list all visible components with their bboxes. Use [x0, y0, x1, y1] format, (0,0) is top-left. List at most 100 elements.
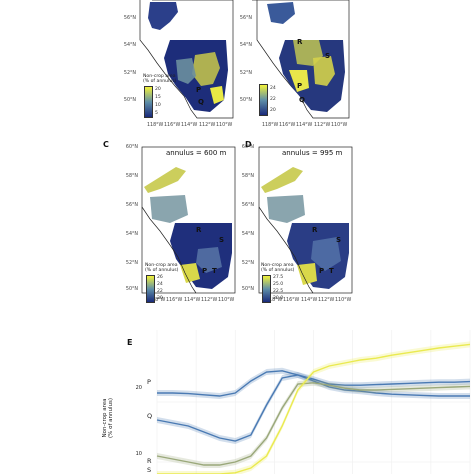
map-c — [141, 146, 236, 294]
lon-tick: 110°W — [218, 298, 235, 303]
site-label: R — [312, 226, 318, 234]
colorbar-tick: 24 — [270, 86, 276, 91]
series-line-R — [156, 382, 471, 466]
lon-tick: 116°W — [166, 298, 183, 303]
line-chart — [156, 330, 471, 474]
series-line-Q — [156, 374, 471, 442]
legend: Non-crop area (% of annulus) — [145, 263, 185, 273]
series-label: Q — [147, 412, 153, 420]
site-label: P — [202, 267, 208, 275]
lat-tick: 56°N — [123, 16, 136, 21]
series-line-P — [157, 370, 470, 397]
series-ribbon-Q — [157, 372, 470, 444]
lat-tick: 52°N — [125, 261, 138, 266]
colorbar-tick: 27.5 — [273, 275, 284, 280]
legend-title: Non-crop area (% of annulus) — [261, 263, 295, 274]
series-line-S — [157, 343, 471, 474]
lon-tick: 114°W — [296, 123, 313, 128]
colorbar — [259, 84, 268, 116]
colorbar-tick: 25.0 — [273, 282, 284, 287]
lon-tick: 112°W — [318, 298, 335, 303]
lat-tick: 52°N — [123, 71, 136, 76]
lat-tick: 58°N — [125, 174, 138, 179]
lon-tick: 118°W — [262, 123, 279, 128]
map-d — [258, 146, 353, 294]
lon-tick: 112°W — [314, 123, 331, 128]
lon-tick: 114°W — [184, 298, 201, 303]
annulus-label: annulus = 995 m — [280, 149, 345, 157]
lat-tick: 56°N — [239, 16, 252, 21]
lat-tick: 58°N — [241, 174, 254, 179]
panel-b: 56°N 54°N 52°N 50°N 118°W 116°W 114°W 11… — [237, 0, 474, 135]
series-label: R — [147, 457, 152, 465]
lon-tick: 112°W — [199, 123, 216, 128]
panel-d: D annulus = 995 m 60°N 58°N 56°N 54°N 52… — [237, 137, 474, 317]
colorbar-tick: 15 — [155, 95, 161, 100]
colorbar-tick: 22 — [157, 289, 163, 294]
panel-a: 56°N 54°N 52°N 50°N 118°W 116°W 114°W 11… — [0, 0, 237, 135]
alberta-outline — [139, 0, 234, 119]
colorbar-tick: 10 — [155, 103, 161, 108]
lat-tick: 54°N — [123, 43, 136, 48]
colorbar-tick: 22.5 — [273, 289, 284, 294]
panel-label: E — [127, 338, 133, 347]
site-label: P — [297, 82, 303, 90]
lon-tick: 118°W — [266, 298, 283, 303]
site-label: T — [212, 267, 217, 275]
colorbar — [146, 275, 155, 303]
legend-title: Non-crop area (% of annulus) — [143, 74, 177, 85]
series-label: P — [147, 378, 151, 386]
site-label: T — [329, 267, 334, 275]
alberta-outline — [258, 206, 314, 294]
site-label: P — [319, 267, 325, 275]
annulus-label: annulus = 600 m — [164, 149, 229, 157]
lat-tick: 56°N — [241, 203, 254, 208]
lon-tick: 110°W — [331, 123, 348, 128]
site-label: Q — [299, 96, 305, 104]
y-tick: 10 — [135, 451, 142, 457]
lat-tick: 60°N — [241, 145, 254, 150]
site-label: Q — [198, 98, 204, 106]
colorbar-tick: 20 — [157, 296, 163, 301]
panel-e: E Non-crop area (% of annulus) 20 10 P Q… — [0, 330, 474, 474]
y-tick: 20 — [135, 385, 142, 391]
colorbar-tick: 20 — [155, 87, 161, 92]
colorbar-tick: 24 — [157, 282, 163, 287]
colorbar — [144, 86, 153, 118]
lon-tick: 116°W — [164, 123, 181, 128]
legend-title: Non-crop area (% of annulus) — [145, 263, 179, 274]
site-label: R — [196, 226, 202, 234]
site-label: S — [336, 236, 342, 244]
colorbar — [262, 275, 271, 303]
panel-label: C — [103, 140, 109, 149]
site-label: S — [219, 236, 225, 244]
lat-tick: 50°N — [123, 98, 136, 103]
lon-tick: 116°W — [279, 123, 296, 128]
lat-tick: 52°N — [241, 261, 254, 266]
lat-tick: 60°N — [125, 145, 138, 150]
lon-tick: 118°W — [147, 123, 164, 128]
panel-label: D — [245, 140, 252, 149]
lat-tick: 50°N — [239, 98, 252, 103]
lon-tick: 114°W — [181, 123, 198, 128]
lat-tick: 54°N — [239, 43, 252, 48]
panel-c: C annulus = 600 m 60°N 58°N 56°N 54°N 52… — [0, 137, 237, 317]
series-ribbon-R — [157, 379, 470, 468]
map-b — [252, 0, 350, 119]
series-label: S — [147, 466, 152, 474]
lon-tick: 110°W — [216, 123, 233, 128]
lon-tick: 116°W — [283, 298, 300, 303]
lat-tick: 56°N — [125, 203, 138, 208]
alberta-outline — [141, 206, 197, 294]
lat-tick: 50°N — [241, 287, 254, 292]
site-label: P — [196, 86, 202, 94]
legend: Non-crop area (% of annulus) — [261, 263, 301, 273]
lat-tick: 54°N — [241, 232, 254, 237]
lat-tick: 50°N — [125, 287, 138, 292]
colorbar-tick: 20.0 — [273, 296, 284, 301]
lon-tick: 114°W — [301, 298, 318, 303]
lon-tick: 112°W — [201, 298, 218, 303]
colorbar-tick: 26 — [157, 275, 163, 280]
site-label: R — [297, 38, 303, 46]
lat-tick: 54°N — [125, 232, 138, 237]
